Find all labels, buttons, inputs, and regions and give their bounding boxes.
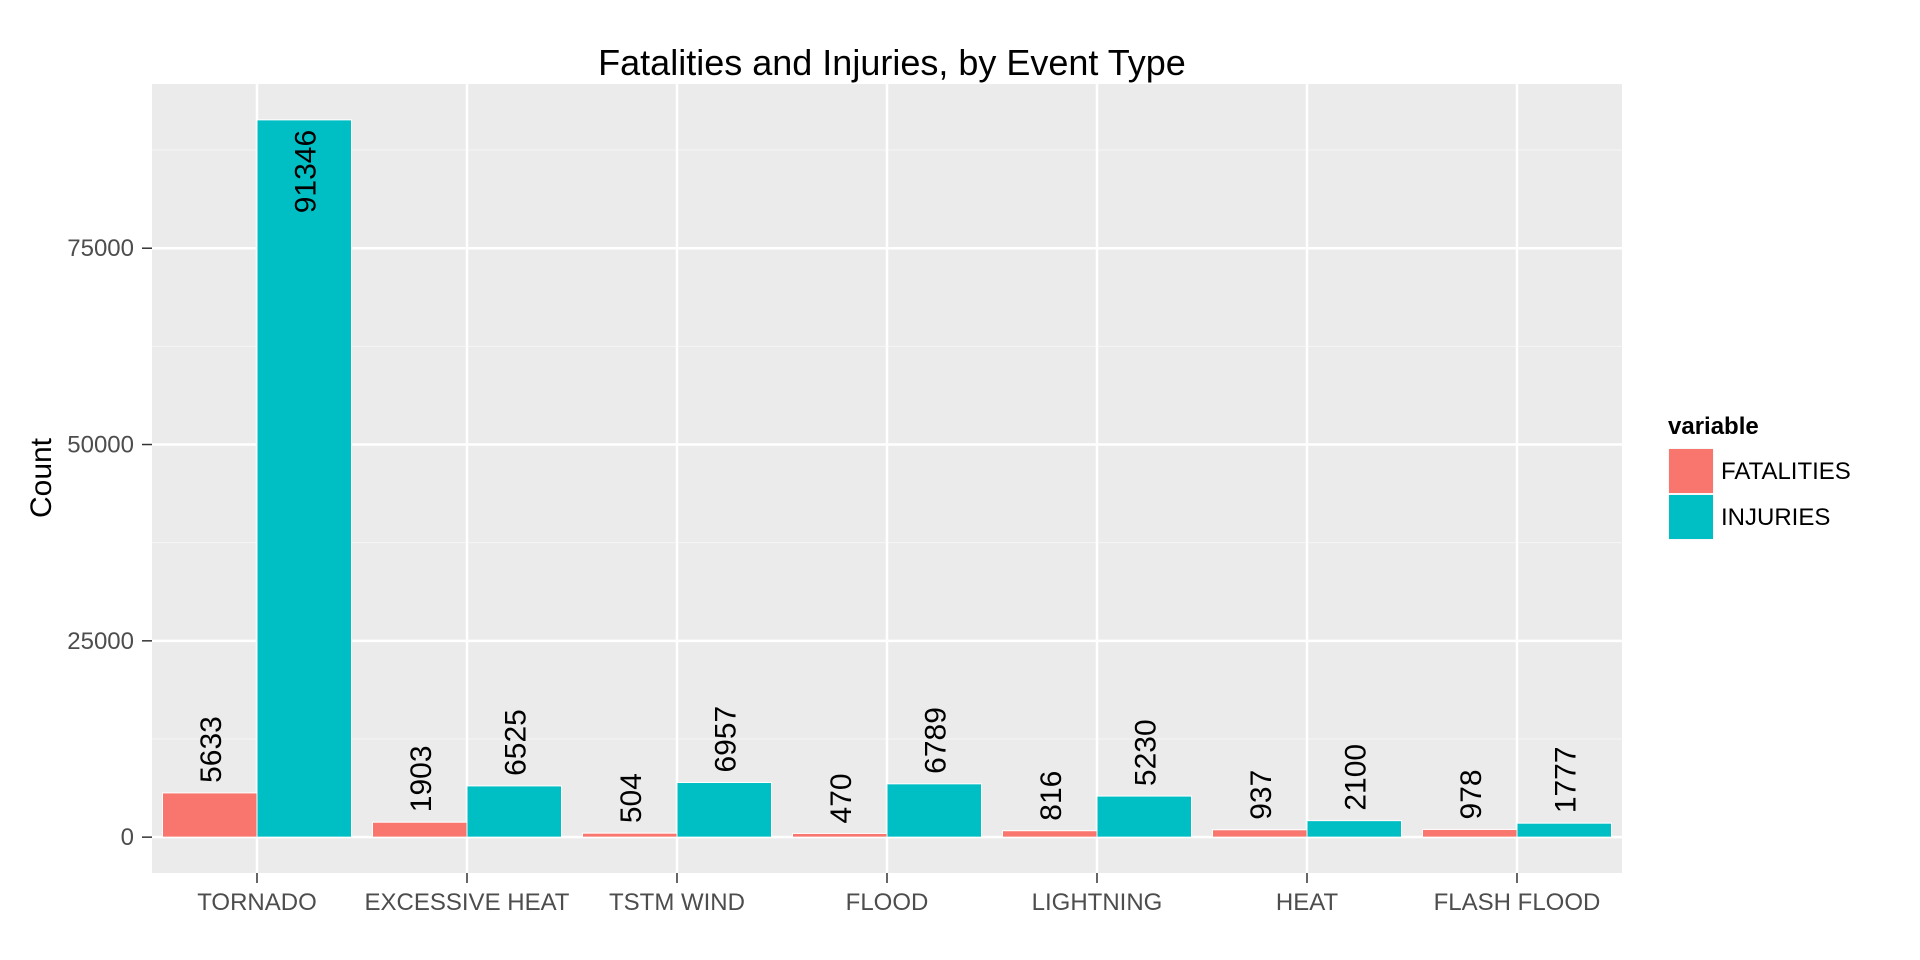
bar-injuries [256, 119, 352, 838]
bar-injuries [676, 782, 772, 838]
data-label: 6525 [499, 709, 532, 776]
data-label: 470 [825, 773, 858, 823]
y-axis: 0 25000 50000 75000 [67, 235, 152, 851]
bar-fatalities [1002, 830, 1098, 838]
data-label: 5230 [1129, 719, 1162, 786]
data-label: 1777 [1549, 746, 1582, 813]
y-tick-label: 75000 [67, 235, 134, 262]
legend-swatch-injuries [1669, 495, 1713, 539]
bar-injuries [1516, 822, 1612, 838]
x-tick-label: TORNADO [197, 889, 317, 916]
data-label: 5633 [195, 716, 228, 783]
bars [162, 119, 1612, 838]
bar-fatalities [162, 792, 258, 838]
data-label: 978 [1455, 769, 1488, 819]
chart-title: Fatalities and Injuries, by Event Type [598, 42, 1186, 83]
data-labels: 5633 1903 504 470 816 937 978 91346 6525 6957 6789… [195, 130, 1583, 824]
x-tick-label: FLASH FLOOD [1434, 889, 1601, 916]
legend-label: INJURIES [1721, 504, 1830, 531]
x-tick-label: HEAT [1276, 889, 1339, 916]
x-axis: TORNADO EXCESSIVE HEAT TSTM WIND FLOOD LIGHT… [197, 873, 1600, 916]
bar-fatalities [1422, 828, 1518, 838]
legend: variable FATALITIES INJURIES [1667, 413, 1851, 541]
x-tick-label: LIGHTNING [1032, 889, 1163, 916]
x-tick-label: TSTM WIND [609, 889, 745, 916]
legend-title: variable [1668, 413, 1759, 440]
y-tick-label: 25000 [67, 628, 134, 655]
bar-injuries [1096, 795, 1192, 838]
data-label: 91346 [289, 130, 322, 213]
legend-label: FATALITIES [1721, 458, 1851, 485]
data-label: 504 [615, 773, 648, 823]
data-label: 6789 [919, 707, 952, 774]
bar-fatalities [582, 832, 678, 838]
bar-fatalities [1212, 829, 1308, 838]
x-tick-label: FLOOD [846, 889, 929, 916]
data-label: 2100 [1339, 744, 1372, 811]
data-label: 6957 [709, 706, 742, 773]
y-tick-label: 50000 [67, 432, 134, 459]
data-label: 816 [1035, 771, 1068, 821]
bar-fatalities [372, 821, 468, 838]
bar-fatalities [792, 832, 888, 838]
data-label: 937 [1245, 770, 1278, 820]
bar-injuries [886, 783, 982, 838]
data-label: 1903 [405, 745, 438, 812]
y-tick-label: 0 [121, 824, 134, 851]
x-tick-label: EXCESSIVE HEAT [365, 889, 570, 916]
legend-swatch-fatalities [1669, 449, 1713, 493]
y-axis-title: Count [25, 437, 58, 518]
bar-injuries [1306, 820, 1402, 838]
bar-injuries [466, 785, 562, 838]
